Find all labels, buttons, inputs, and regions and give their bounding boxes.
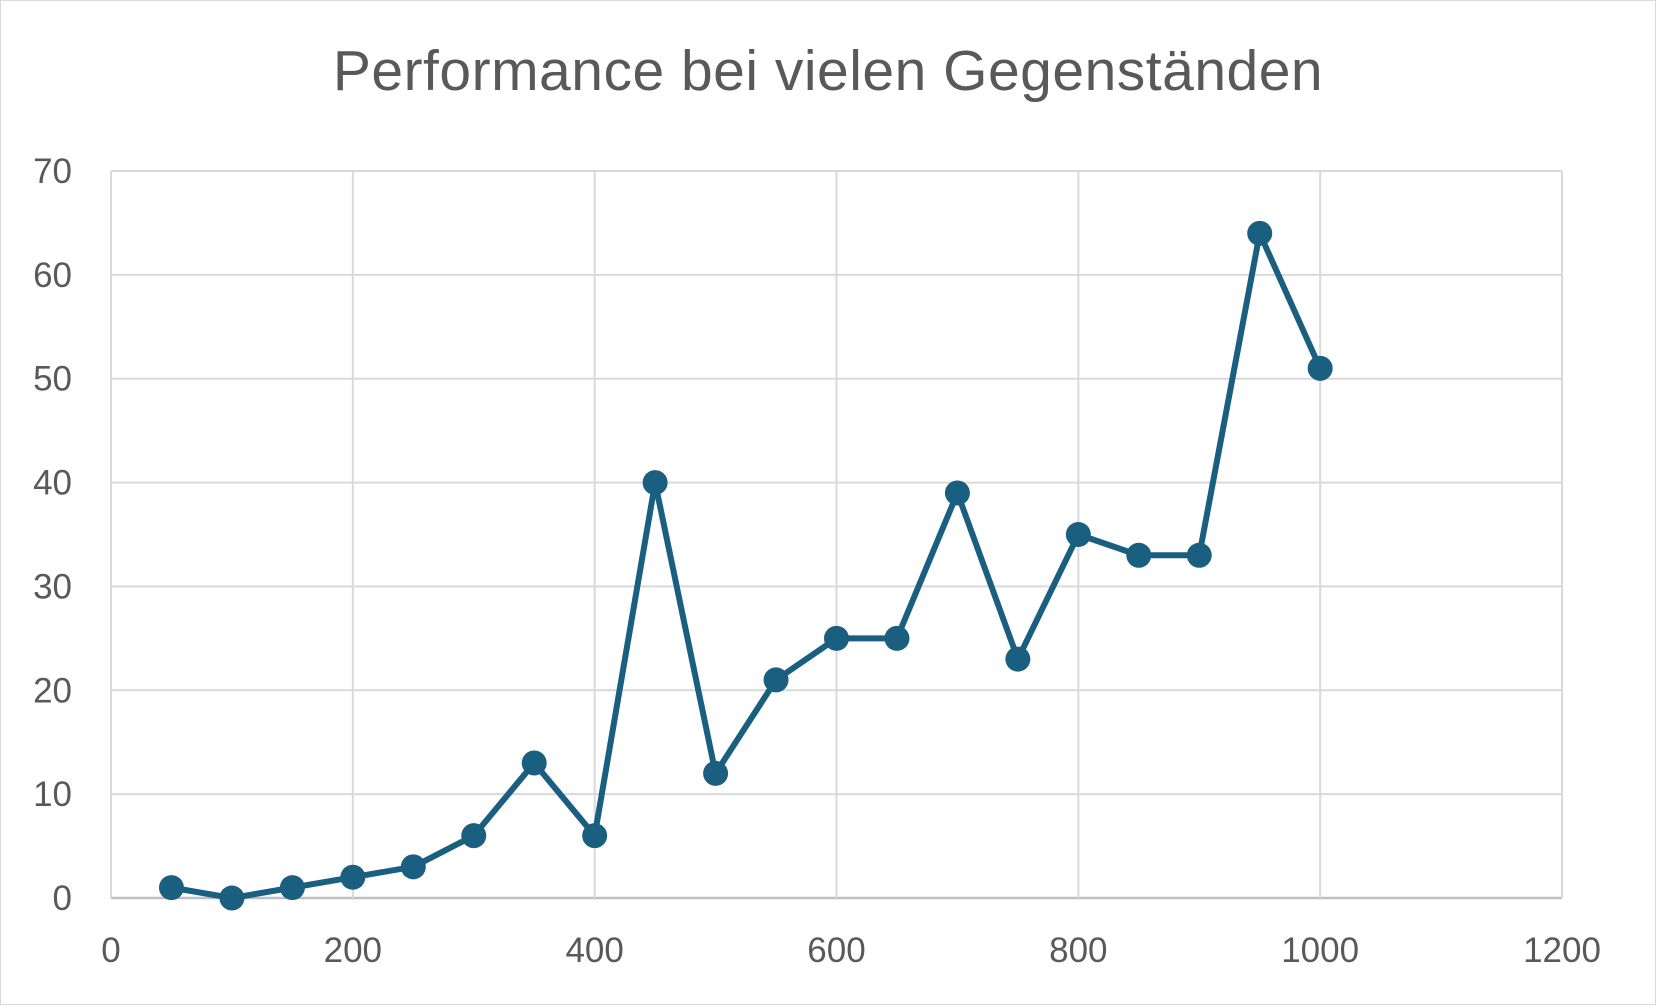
y-tick-label: 40 <box>33 464 72 503</box>
data-point <box>944 480 970 506</box>
data-point <box>703 760 729 786</box>
data-point <box>1307 355 1333 381</box>
y-tick-label: 10 <box>33 775 72 814</box>
data-point <box>279 875 305 901</box>
y-tick-label: 50 <box>33 360 72 399</box>
x-tick-label: 1000 <box>1281 931 1359 970</box>
data-point <box>521 750 547 776</box>
x-tick-label: 800 <box>1049 931 1107 970</box>
data-point <box>582 823 608 849</box>
chart-title: Performance bei vielen Gegenständen <box>332 39 1324 103</box>
data-point <box>158 875 184 901</box>
data-series <box>158 220 1333 911</box>
y-tick-label: 30 <box>33 567 72 606</box>
data-point <box>824 625 849 651</box>
y-tick-label: 60 <box>33 256 72 295</box>
x-tick-label: 200 <box>324 931 382 970</box>
data-point <box>461 823 487 849</box>
x-tick-label: 400 <box>565 931 623 970</box>
data-point <box>642 470 668 496</box>
x-tick-label: 0 <box>101 931 120 970</box>
x-tick-label: 600 <box>807 931 865 970</box>
data-point <box>1186 542 1212 568</box>
y-tick-label: 20 <box>33 671 72 710</box>
y-tick-label: 0 <box>53 879 72 918</box>
y-tick-label: 70 <box>33 152 72 191</box>
data-point <box>219 885 245 911</box>
grid-lines <box>110 170 1563 900</box>
data-point <box>1065 522 1091 547</box>
tick-labels: 0 10 20 30 40 50 60 70 0 200 400 600 800 1000 1200 <box>33 152 1601 970</box>
data-point <box>1005 646 1031 672</box>
data-point <box>763 667 789 693</box>
series-line <box>168 230 1324 901</box>
data-point <box>400 854 426 880</box>
data-point <box>1126 542 1152 568</box>
data-point <box>1247 220 1273 246</box>
data-point <box>340 864 366 890</box>
x-tick-label: 1200 <box>1523 931 1601 970</box>
data-point <box>884 625 910 651</box>
